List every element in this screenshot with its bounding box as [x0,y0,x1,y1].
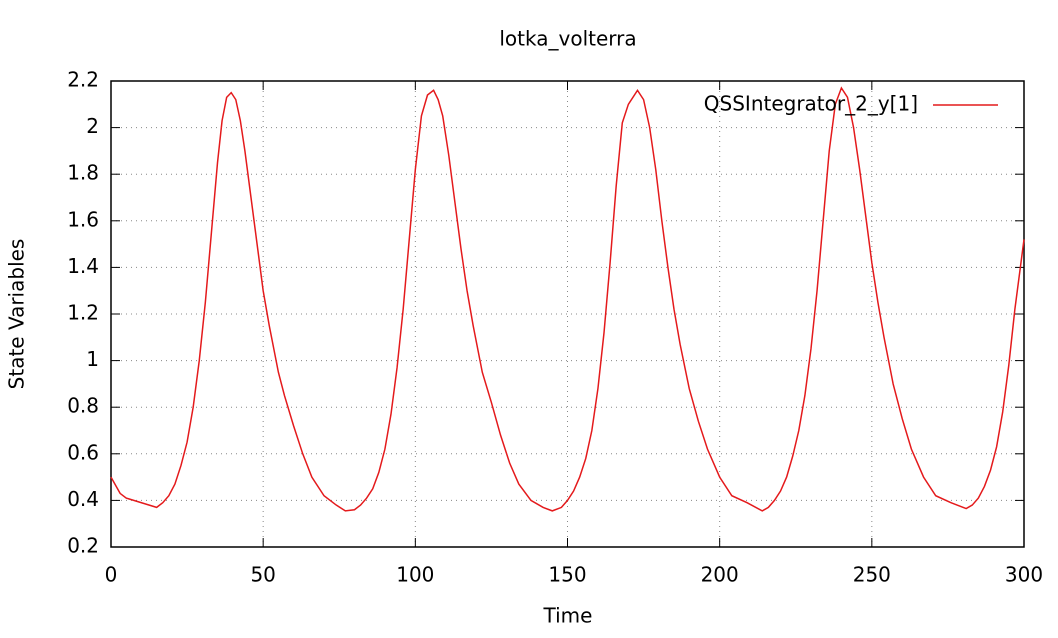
y-tick-label: 0.6 [67,440,99,464]
y-tick-label: 1 [86,347,99,371]
y-tick-label: 1.4 [67,254,99,278]
y-tick-label: 0.4 [67,487,99,511]
line-series [110,86,1025,512]
y-axis-label: State Variables [5,239,29,390]
legend-label: QSSIntegrator_2_y[1] [704,92,918,116]
x-tick-label: 100 [396,563,434,587]
y-tick-label: 1.6 [67,207,99,231]
y-tick-label: 0.2 [67,534,99,558]
x-tick-label: 250 [853,563,891,587]
y-tick-label: 1.2 [67,301,99,325]
x-tick-label: 200 [701,563,739,587]
x-tick-label: 150 [548,563,586,587]
y-tick-label: 1.8 [67,161,99,185]
x-tick-label: 50 [250,563,275,587]
chart-title: lotka_volterra [499,27,636,51]
y-tick-label: 2 [86,114,99,138]
x-tick-label: 300 [1005,563,1043,587]
x-tick-label: 0 [105,563,118,587]
plot-frame [110,80,1025,548]
x-axis-label: Time [543,604,593,628]
y-tick-label: 2.2 [67,68,99,92]
y-tick-label: 0.8 [67,394,99,418]
